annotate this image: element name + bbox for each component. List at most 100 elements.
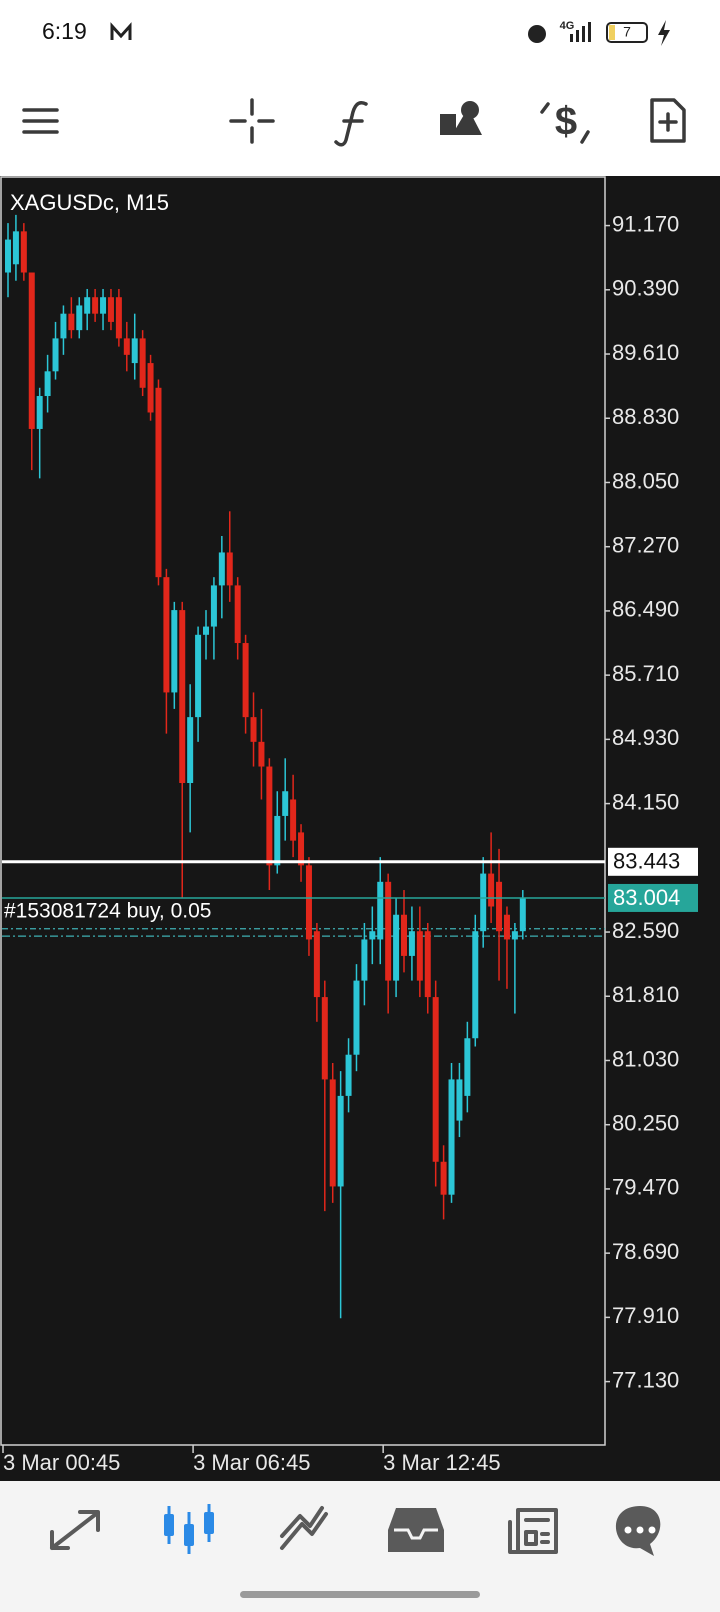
chart-tab[interactable] bbox=[164, 1504, 214, 1554]
candle-body bbox=[503, 914, 510, 940]
chart-frame bbox=[0, 176, 606, 1446]
menu-button[interactable] bbox=[22, 108, 59, 134]
trade-button[interactable]: $ bbox=[540, 100, 590, 144]
candle-body bbox=[416, 931, 423, 981]
new-order-button[interactable] bbox=[650, 98, 686, 143]
candle-body bbox=[369, 931, 376, 940]
alarm-icon bbox=[528, 25, 546, 43]
candle-body bbox=[139, 338, 146, 388]
candle-body bbox=[432, 997, 439, 1162]
candle-body bbox=[408, 931, 415, 956]
candle-body bbox=[385, 881, 392, 981]
candle-body bbox=[298, 832, 305, 866]
candle-body bbox=[179, 610, 186, 784]
x-tick-label: 3 Mar 12:45 bbox=[383, 1450, 500, 1475]
candle-body bbox=[44, 371, 51, 397]
y-tick-label: 81.030 bbox=[612, 1046, 679, 1071]
y-tick-label: 90.390 bbox=[612, 276, 679, 301]
candle-body bbox=[401, 914, 407, 956]
candle-body bbox=[353, 980, 360, 1055]
price-label-box bbox=[608, 847, 698, 876]
candle-body bbox=[488, 873, 495, 907]
history-tab[interactable] bbox=[388, 1508, 444, 1552]
price-label: 83.443 bbox=[613, 849, 680, 874]
y-tick-label: 88.830 bbox=[612, 404, 679, 429]
signal-icon bbox=[570, 22, 591, 42]
y-tick-label: 77.910 bbox=[612, 1303, 679, 1328]
y-tick-label: 85.710 bbox=[612, 661, 679, 686]
candle-body bbox=[519, 898, 526, 932]
candle-body bbox=[28, 272, 35, 429]
dollar-icon: $ bbox=[555, 100, 577, 144]
candle-body bbox=[20, 231, 27, 273]
candle-body bbox=[496, 881, 503, 932]
candle-body bbox=[92, 297, 99, 314]
home-indicator bbox=[240, 1591, 480, 1598]
news-tab[interactable] bbox=[508, 1508, 558, 1554]
candle-body bbox=[226, 552, 233, 586]
candle-body bbox=[511, 931, 518, 940]
candle-body bbox=[472, 931, 479, 1039]
candle-body bbox=[448, 1079, 455, 1195]
candle-body bbox=[305, 865, 312, 940]
chart-title: XAGUSDc, M15 bbox=[10, 190, 169, 215]
status-time: 6:19 bbox=[42, 18, 87, 44]
plot: 91.170 90.390 89.610 88.830 88.050 87.270 86.4… bbox=[2, 211, 698, 1475]
y-tick-label: 87.270 bbox=[612, 533, 679, 558]
candle-body bbox=[337, 1095, 344, 1187]
candle-body bbox=[131, 338, 138, 364]
candle-body bbox=[424, 931, 431, 998]
candle-body bbox=[84, 297, 91, 314]
candle-body bbox=[290, 799, 297, 841]
y-tick-label: 91.170 bbox=[612, 211, 679, 236]
candle-body bbox=[258, 741, 265, 767]
candle-body bbox=[250, 717, 257, 742]
trade-tab[interactable] bbox=[280, 1506, 328, 1550]
objects-button[interactable] bbox=[440, 101, 482, 135]
charging-icon bbox=[658, 20, 670, 46]
y-tick-label: 84.150 bbox=[612, 789, 679, 814]
quotes-tab[interactable] bbox=[50, 1510, 100, 1550]
candle-body bbox=[76, 305, 83, 331]
battery-level bbox=[609, 25, 615, 40]
candle-body bbox=[282, 791, 289, 816]
candle-body bbox=[60, 313, 67, 339]
price-label-box bbox=[608, 883, 698, 912]
candle-body bbox=[313, 931, 320, 998]
candle-body bbox=[329, 1079, 336, 1187]
y-tick-label: 79.470 bbox=[612, 1175, 679, 1200]
candle-body bbox=[242, 643, 249, 718]
y-tick-label: 88.050 bbox=[612, 468, 679, 493]
price-label: 83.004 bbox=[613, 885, 680, 910]
candle-body bbox=[115, 297, 122, 339]
y-tick-label: 77.130 bbox=[612, 1367, 679, 1392]
candle-body bbox=[266, 766, 273, 866]
y-tick-label: 89.610 bbox=[612, 340, 679, 365]
indicators-button[interactable] bbox=[334, 101, 368, 147]
top-area bbox=[0, 0, 720, 176]
candle-body bbox=[345, 1054, 352, 1096]
bottom-nav bbox=[0, 1481, 720, 1612]
network-label: 4G bbox=[560, 20, 575, 32]
candle-body bbox=[123, 338, 130, 355]
candle-body bbox=[163, 577, 170, 693]
candle-body bbox=[187, 717, 194, 784]
candle-body bbox=[210, 585, 217, 627]
order-label: #153081724 buy, 0.05 bbox=[4, 899, 211, 922]
candle-body bbox=[480, 873, 487, 932]
candle-body bbox=[377, 881, 384, 940]
chat-tab[interactable] bbox=[615, 1506, 661, 1556]
candle-body bbox=[393, 914, 400, 981]
y-tick-label: 82.590 bbox=[612, 918, 679, 943]
candle-body bbox=[456, 1079, 463, 1121]
crosshair-button[interactable] bbox=[229, 98, 275, 144]
candle-body bbox=[171, 610, 178, 693]
candle-body bbox=[147, 363, 154, 413]
y-tick-label: 86.490 bbox=[612, 597, 679, 622]
candle-body bbox=[52, 338, 59, 372]
candle-body bbox=[464, 1038, 471, 1096]
candle-body bbox=[68, 313, 75, 331]
